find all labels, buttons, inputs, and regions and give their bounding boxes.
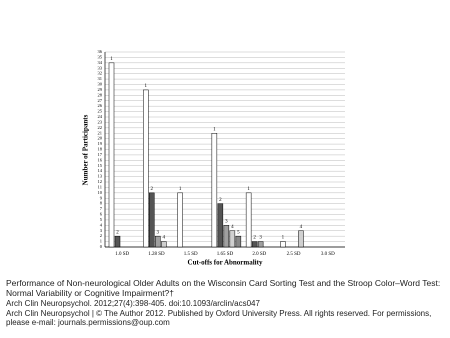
y-tick-label: 6 [100, 212, 103, 217]
y-tick-label: 36 [98, 49, 103, 54]
y-tick-label: 32 [98, 71, 103, 76]
y-tick-label: 5 [100, 217, 103, 222]
caption-title: Performance of Non-neurological Older Ad… [6, 278, 441, 298]
y-tick-label: 25 [98, 109, 103, 114]
bar [149, 192, 155, 248]
x-tick-label: 1.0 SD [115, 252, 129, 257]
bar [235, 235, 242, 248]
bar [251, 241, 258, 248]
y-tick-label: 13 [98, 174, 103, 179]
x-tick-label: 1.65 SD [217, 252, 234, 257]
x-tick-label: 3.0 SD [321, 252, 335, 257]
y-tick-label: 4 [100, 222, 103, 227]
y-tick-label: 22 [98, 125, 103, 130]
bar-series-label: 5 [237, 230, 240, 235]
y-tick-label: 8 [100, 201, 103, 206]
x-tick-label: 2.0 SD [252, 252, 266, 257]
x-tick-label: 1.5 SD [184, 252, 198, 257]
y-tick-label: 26 [98, 103, 103, 108]
y-tick-label: 35 [98, 54, 103, 59]
chart: Number of Participants Cut-offs for Abno… [82, 49, 345, 267]
bar-series-label: 1 [179, 187, 182, 192]
x-tick-label: 1.28 SD [148, 252, 165, 257]
bar [298, 230, 304, 248]
y-axis-label: Number of Participants [82, 114, 90, 185]
bar-series-label: 1 [247, 187, 250, 192]
bar-series-label: 1 [282, 236, 285, 241]
x-axis-label: Cut-offs for Abnormality [188, 259, 263, 267]
y-tick-label: 31 [98, 76, 103, 81]
bar-series-label: 2 [151, 187, 154, 192]
y-tick-label: 12 [98, 179, 103, 184]
bar-series-label: 2 [219, 198, 222, 203]
bar [143, 89, 149, 248]
bar [177, 192, 183, 248]
bar [257, 241, 264, 248]
y-tick-label: 19 [98, 141, 103, 146]
y-tick-label: 17 [98, 152, 103, 157]
y-tick-label: 7 [100, 206, 103, 211]
bar-series-label: 4 [231, 225, 234, 230]
y-tick-label: 23 [98, 119, 103, 124]
bar [161, 241, 167, 248]
y-tick-label: 28 [98, 92, 103, 97]
y-tick-label: 33 [98, 65, 103, 70]
y-tick-label: 16 [98, 157, 103, 162]
bar [217, 203, 224, 248]
y-tick-label: 34 [98, 60, 103, 65]
bar [155, 235, 161, 248]
y-tick-label: 9 [100, 195, 103, 200]
y-tick-label: 14 [98, 168, 103, 173]
bar [229, 230, 236, 248]
bar-series-label: 4 [163, 236, 166, 241]
x-tick-label: 2.5 SD [287, 252, 301, 257]
bar-series-label: 3 [225, 219, 228, 224]
bar-series-label: 2 [253, 236, 256, 241]
y-tick-label: 27 [98, 98, 103, 103]
caption-rights: Arch Clin Neuropsychol | © The Author 20… [6, 309, 432, 327]
y-tick-label: 3 [100, 228, 103, 233]
bar-series-label: 1 [213, 127, 216, 132]
y-tick-label: 15 [98, 163, 103, 168]
bar [108, 62, 115, 248]
bar-series-label: 3 [157, 230, 160, 235]
bar [114, 235, 121, 248]
bar-series-label: 1 [145, 84, 148, 89]
bar-series-label: 3 [259, 236, 262, 241]
y-tick-label: 18 [98, 147, 103, 152]
y-tick-label: 21 [98, 130, 103, 135]
bar-series-label: 4 [300, 225, 303, 230]
bar [211, 133, 218, 248]
bar-series-label: 1 [110, 57, 113, 62]
bar [280, 241, 286, 248]
bar-series-label: 2 [116, 230, 119, 235]
y-tick-label: 20 [98, 136, 103, 141]
y-tick-label: 11 [98, 184, 102, 189]
y-tick-label: 10 [98, 190, 103, 195]
bar [245, 192, 252, 248]
y-tick-label: 2 [100, 233, 102, 238]
y-tick-label: 30 [98, 82, 103, 87]
caption-citation: Arch Clin Neuropsychol. 2012;27(4):398-4… [6, 299, 260, 308]
y-tick-label: 24 [98, 114, 103, 119]
y-tick-label: 0 [100, 244, 103, 249]
y-tick-label: 1 [100, 239, 102, 244]
y-tick-label: 29 [98, 87, 103, 92]
bar [223, 225, 230, 248]
